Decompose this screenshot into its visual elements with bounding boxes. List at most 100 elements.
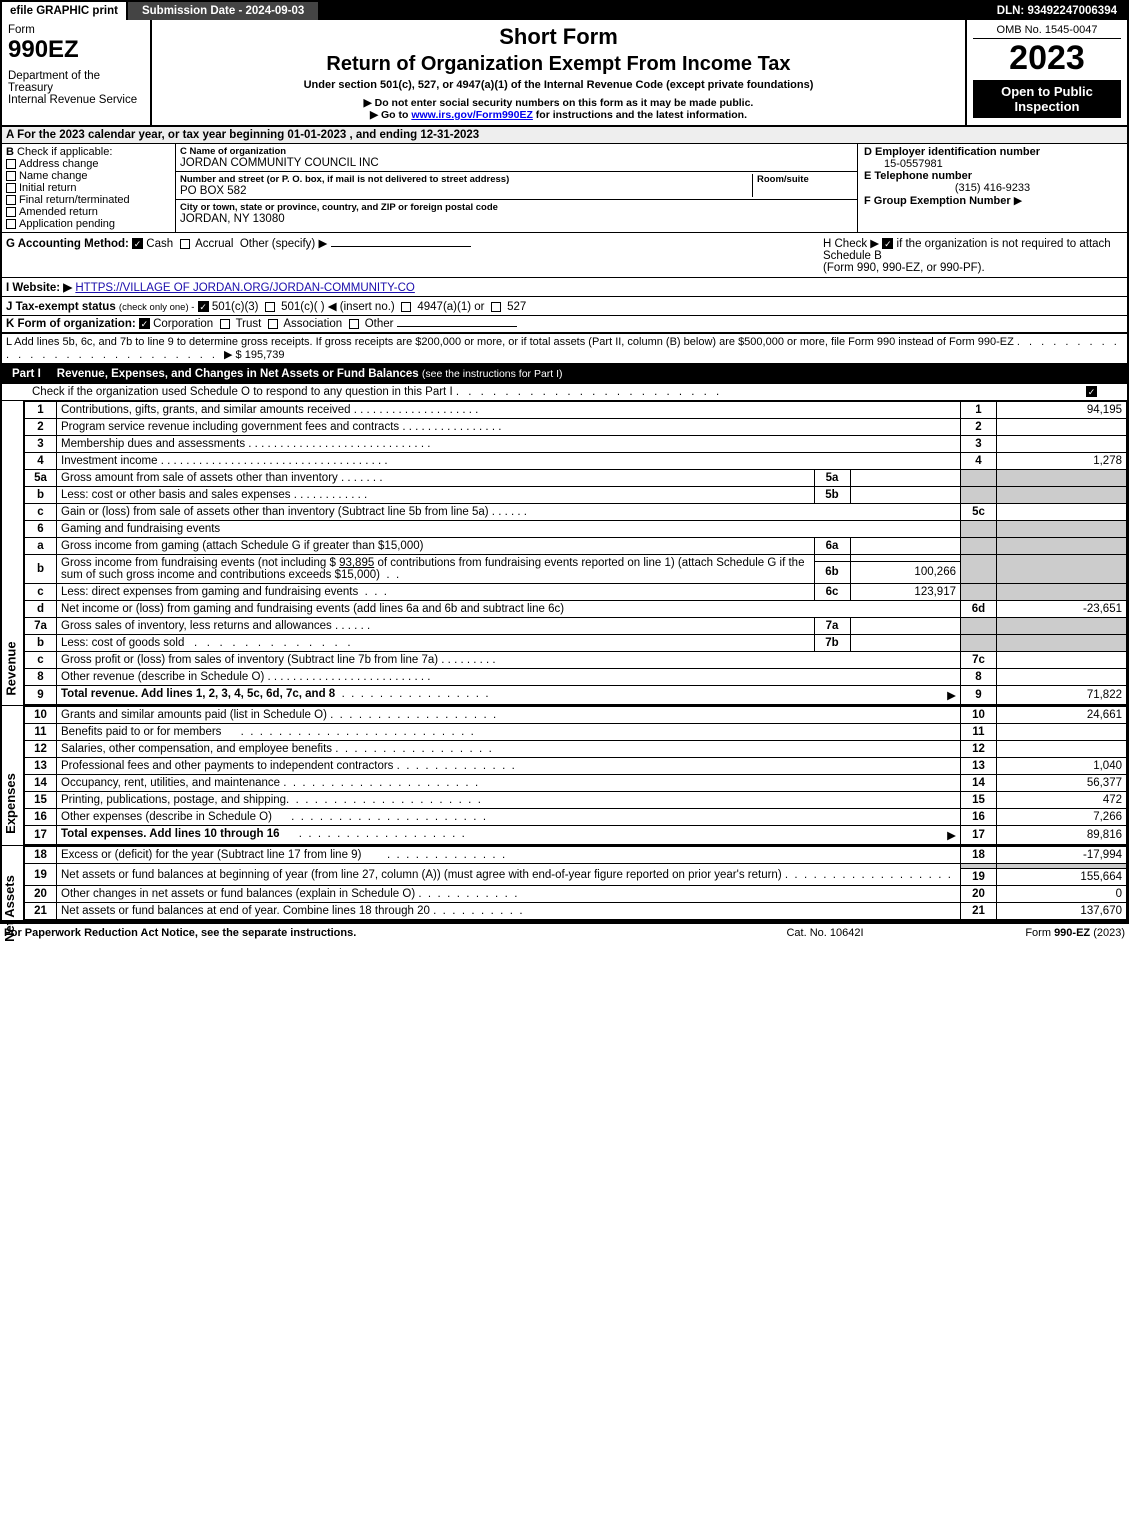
checkbox-h-checked[interactable]: ✓ bbox=[882, 238, 893, 249]
line-val bbox=[997, 436, 1127, 453]
efile-graphic-print[interactable]: efile GRAPHIC print bbox=[2, 2, 128, 20]
grey-box bbox=[961, 584, 997, 601]
checkbox-schedule-o-checked[interactable]: ✓ bbox=[1086, 386, 1097, 397]
c-name-label: C Name of organization bbox=[180, 146, 853, 157]
line-num: 6 bbox=[25, 521, 57, 538]
checkbox-cash-checked[interactable]: ✓ bbox=[132, 238, 143, 249]
netassets-sidetab: Net Assets bbox=[2, 846, 24, 920]
irs-label: Internal Revenue Service bbox=[8, 94, 144, 106]
line-num: b bbox=[25, 635, 57, 652]
col-d: D Employer identification number 15-0557… bbox=[857, 144, 1127, 232]
line-val: 56,377 bbox=[997, 775, 1127, 792]
checkbox-pending[interactable] bbox=[6, 219, 16, 229]
form-header: Form 990EZ Department of the Treasury In… bbox=[2, 20, 1127, 127]
checkbox-address-change[interactable] bbox=[6, 159, 16, 169]
row-k-form-org: K Form of organization: ✓ Corporation Tr… bbox=[2, 316, 1127, 334]
line-val: 472 bbox=[997, 792, 1127, 809]
part1-title: Revenue, Expenses, and Changes in Net As… bbox=[51, 365, 569, 383]
irs-link[interactable]: www.irs.gov/Form990EZ bbox=[411, 109, 533, 121]
l-text: L Add lines 5b, 6c, and 7b to line 9 to … bbox=[6, 336, 1014, 348]
line-desc: Benefits paid to or for members . . . . … bbox=[57, 724, 961, 741]
part1-title-text: Revenue, Expenses, and Changes in Net As… bbox=[57, 368, 419, 380]
website-link[interactable]: HTTPS://VILLAGE OF JORDAN.ORG/JORDAN-COM… bbox=[75, 282, 415, 294]
h-label: H Check ▶ bbox=[823, 238, 879, 250]
table-row: 2Program service revenue including gover… bbox=[25, 419, 1127, 436]
line-desc: Program service revenue including govern… bbox=[57, 419, 961, 436]
checkbox-trust[interactable] bbox=[220, 319, 230, 329]
sub-box: 5a bbox=[814, 470, 850, 486]
row-j-tax-exempt: J Tax-exempt status (check only one) - ✓… bbox=[2, 297, 1127, 316]
page-footer: For Paperwork Reduction Act Notice, see … bbox=[0, 924, 1129, 942]
table-row: 9Total revenue. Add lines 1, 2, 3, 4, 5c… bbox=[25, 686, 1127, 705]
part1-check-row: Check if the organization used Schedule … bbox=[2, 384, 1127, 401]
checkbox-assoc[interactable] bbox=[268, 319, 278, 329]
other-org-line[interactable] bbox=[397, 326, 517, 327]
grey-box bbox=[961, 487, 997, 504]
f-group-header: F Group Exemption Number bbox=[864, 195, 1011, 207]
table-row: dNet income or (loss) from gaming and fu… bbox=[25, 601, 1127, 618]
col-c: C Name of organization JORDAN COMMUNITY … bbox=[176, 144, 857, 232]
g-label: G Accounting Method: bbox=[6, 238, 129, 250]
checkbox-527[interactable] bbox=[491, 302, 501, 312]
part1-check-text: Check if the organization used Schedule … bbox=[32, 386, 453, 398]
sub-box: 7b bbox=[814, 635, 850, 651]
sub-val bbox=[850, 470, 960, 486]
omb-number: OMB No. 1545-0047 bbox=[973, 24, 1121, 39]
line-num: 13 bbox=[25, 758, 57, 775]
grey-val bbox=[997, 635, 1127, 652]
checkbox-corp-checked[interactable]: ✓ bbox=[139, 318, 150, 329]
checkbox-final-return[interactable] bbox=[6, 195, 16, 205]
line-desc: Other revenue (describe in Schedule O) .… bbox=[57, 669, 961, 686]
footer-cat-no: Cat. No. 10642I bbox=[725, 927, 925, 939]
line-val bbox=[997, 724, 1127, 741]
c-label: 501(c)( ) bbox=[281, 301, 324, 313]
line-desc: Other changes in net assets or fund bala… bbox=[57, 886, 961, 903]
under-section: Under section 501(c), 527, or 4947(a)(1)… bbox=[304, 79, 814, 91]
top-bar: efile GRAPHIC print Submission Date - 20… bbox=[2, 2, 1127, 20]
goto-suffix: for instructions and the latest informat… bbox=[533, 109, 747, 121]
grey-box bbox=[961, 538, 997, 555]
submission-date: Submission Date - 2024-09-03 bbox=[128, 2, 320, 20]
grey-val bbox=[997, 521, 1127, 538]
line-num: c bbox=[25, 652, 57, 669]
sub-box: 7a bbox=[814, 618, 850, 634]
col-b: B Check if applicable: Address change Na… bbox=[2, 144, 176, 232]
line-num: 2 bbox=[25, 419, 57, 436]
line-num: 5a bbox=[25, 470, 57, 487]
line-desc: Net assets or fund balances at beginning… bbox=[57, 864, 961, 886]
line-val: 137,670 bbox=[997, 903, 1127, 920]
expenses-side-label: Expenses bbox=[3, 773, 18, 834]
sub-box: 6b bbox=[814, 561, 850, 583]
grey-val bbox=[997, 487, 1127, 504]
checkbox-initial-return[interactable] bbox=[6, 183, 16, 193]
j-tax-label: J Tax-exempt status bbox=[6, 301, 116, 313]
checkbox-amended[interactable] bbox=[6, 207, 16, 217]
part1-sub: (see the instructions for Part I) bbox=[422, 368, 563, 380]
checkbox-4947[interactable] bbox=[401, 302, 411, 312]
s527-label: 527 bbox=[507, 301, 526, 313]
netassets-side-label: Net Assets bbox=[2, 875, 17, 942]
revenue-table: 1Contributions, gifts, grants, and simil… bbox=[24, 401, 1127, 705]
grey-val bbox=[997, 538, 1127, 555]
line-box: 1 bbox=[961, 402, 997, 419]
other-input-line[interactable] bbox=[331, 246, 471, 247]
sub-box: 6a bbox=[814, 538, 850, 554]
table-row: 8Other revenue (describe in Schedule O) … bbox=[25, 669, 1127, 686]
cb-lbl-initial: Initial return bbox=[19, 182, 76, 194]
checkbox-other-org[interactable] bbox=[349, 319, 359, 329]
checkbox-501c[interactable] bbox=[265, 302, 275, 312]
checkbox-name-change[interactable] bbox=[6, 171, 16, 181]
line-desc: Net assets or fund balances at end of ye… bbox=[57, 903, 961, 920]
checkbox-501c3-checked[interactable]: ✓ bbox=[198, 301, 209, 312]
grey-val bbox=[997, 584, 1127, 601]
corp-label: Corporation bbox=[153, 318, 213, 330]
table-row: 14Occupancy, rent, utilities, and mainte… bbox=[25, 775, 1127, 792]
c3-label: 501(c)(3) bbox=[212, 301, 259, 313]
dept-treasury: Department of the Treasury bbox=[8, 70, 144, 94]
note-goto: ▶ Go to www.irs.gov/Form990EZ for instru… bbox=[370, 109, 747, 121]
line-num: c bbox=[25, 584, 57, 601]
line-val bbox=[997, 652, 1127, 669]
line-box: 18 bbox=[961, 847, 997, 864]
checkbox-accrual[interactable] bbox=[180, 239, 190, 249]
line-desc: Gross profit or (loss) from sales of inv… bbox=[57, 652, 961, 669]
